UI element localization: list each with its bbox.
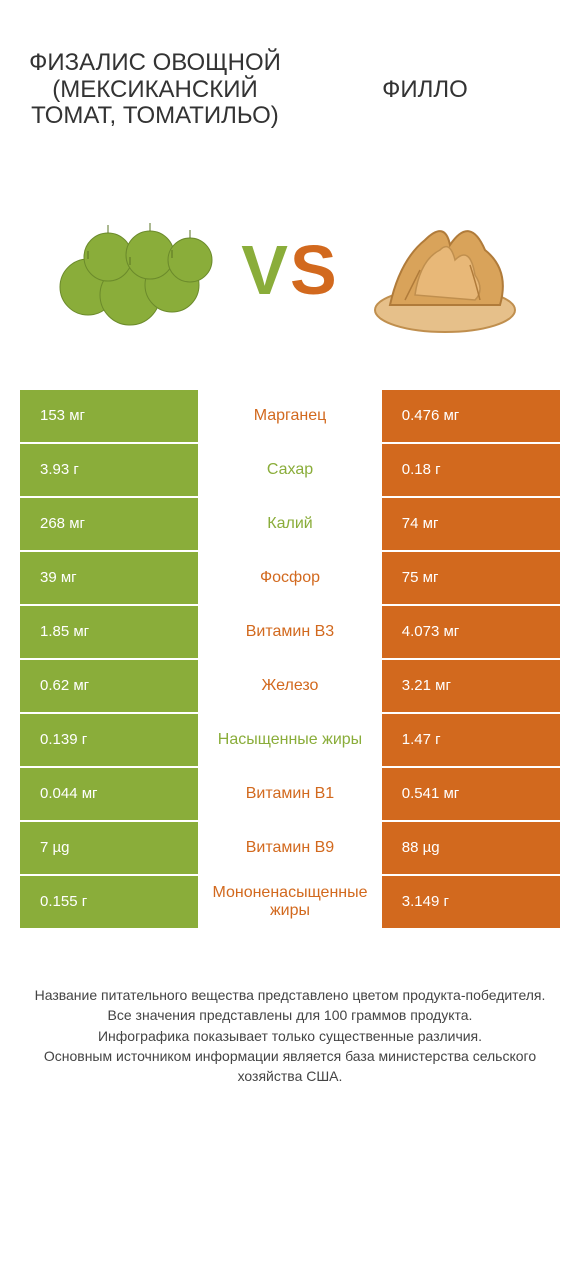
- left-value: 3.93 г: [20, 444, 198, 496]
- footer-notes: Название питательного вещества представл…: [20, 985, 560, 1086]
- right-product-title: ФИЛЛО: [290, 77, 560, 103]
- footer-line-1: Название питательного вещества представл…: [20, 985, 560, 1005]
- infographic-container: ФИЗАЛИС ОВОЩНОЙ (МЕКСИКАНСКИЙ ТОМАТ, ТОМ…: [0, 0, 580, 1116]
- left-value: 39 мг: [20, 552, 198, 604]
- left-value: 153 мг: [20, 390, 198, 442]
- table-row: 0.139 гНасыщенные жиры1.47 г: [20, 714, 560, 768]
- nutrient-name: Сахар: [198, 444, 382, 496]
- images-row: VS: [20, 180, 560, 360]
- table-row: 268 мгКалий74 мг: [20, 498, 560, 552]
- nutrient-name: Калий: [198, 498, 382, 550]
- left-value: 1.85 мг: [20, 606, 198, 658]
- right-value: 0.541 мг: [382, 768, 560, 820]
- left-value: 0.155 г: [20, 876, 198, 928]
- nutrient-name: Фосфор: [198, 552, 382, 604]
- table-row: 0.044 мгВитамин B10.541 мг: [20, 768, 560, 822]
- phyllo-icon: [360, 200, 530, 340]
- footer-line-3: Инфографика показывает только существенн…: [20, 1026, 560, 1046]
- left-product-title: ФИЗАЛИС ОВОЩНОЙ (МЕКСИКАНСКИЙ ТОМАТ, ТОМ…: [20, 50, 290, 129]
- right-value: 75 мг: [382, 552, 560, 604]
- nutrient-name: Мононенасыщенные жиры: [198, 876, 382, 928]
- right-value: 3.149 г: [382, 876, 560, 928]
- right-value: 74 мг: [382, 498, 560, 550]
- footer-line-4: Основным источником информации является …: [20, 1046, 560, 1087]
- table-row: 0.62 мгЖелезо3.21 мг: [20, 660, 560, 714]
- left-value: 0.044 мг: [20, 768, 198, 820]
- table-row: 0.155 гМононенасыщенные жиры3.149 г: [20, 876, 560, 930]
- header: ФИЗАЛИС ОВОЩНОЙ (МЕКСИКАНСКИЙ ТОМАТ, ТОМ…: [20, 10, 560, 170]
- left-value: 0.139 г: [20, 714, 198, 766]
- table-row: 39 мгФосфор75 мг: [20, 552, 560, 606]
- right-value: 0.476 мг: [382, 390, 560, 442]
- nutrient-name: Марганец: [198, 390, 382, 442]
- nutrient-name: Витамин B9: [198, 822, 382, 874]
- right-value: 0.18 г: [382, 444, 560, 496]
- vs-s: S: [290, 231, 339, 309]
- right-value: 4.073 мг: [382, 606, 560, 658]
- comparison-table: 153 мгМарганец0.476 мг3.93 гСахар0.18 г2…: [20, 390, 560, 930]
- table-row: 1.85 мгВитамин B34.073 мг: [20, 606, 560, 660]
- nutrient-name: Витамин B3: [198, 606, 382, 658]
- vs-label: VS: [230, 230, 350, 310]
- right-value: 3.21 мг: [382, 660, 560, 712]
- table-row: 153 мгМарганец0.476 мг: [20, 390, 560, 444]
- table-row: 7 µgВитамин B988 µg: [20, 822, 560, 876]
- footer-line-2: Все значения представлены для 100 граммо…: [20, 1005, 560, 1025]
- tomatillo-icon: [50, 205, 220, 335]
- nutrient-name: Насыщенные жиры: [198, 714, 382, 766]
- left-product-image: [40, 195, 230, 345]
- left-value: 7 µg: [20, 822, 198, 874]
- right-value: 1.47 г: [382, 714, 560, 766]
- left-value: 0.62 мг: [20, 660, 198, 712]
- right-value: 88 µg: [382, 822, 560, 874]
- right-product-image: [350, 195, 540, 345]
- table-row: 3.93 гСахар0.18 г: [20, 444, 560, 498]
- vs-v: V: [241, 231, 290, 309]
- nutrient-name: Витамин B1: [198, 768, 382, 820]
- nutrient-name: Железо: [198, 660, 382, 712]
- left-value: 268 мг: [20, 498, 198, 550]
